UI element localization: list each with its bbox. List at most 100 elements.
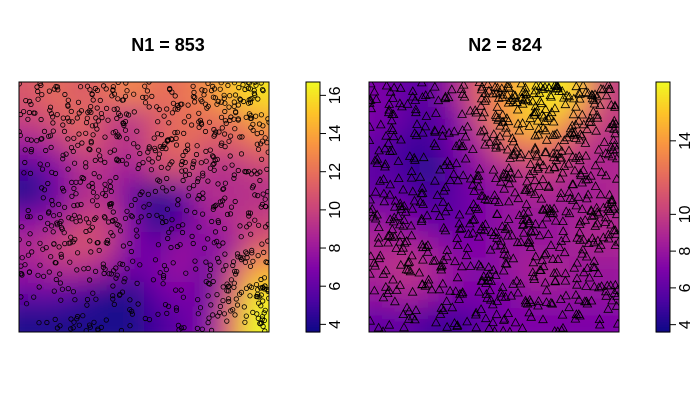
point-n2: [512, 104, 523, 114]
point-n2: [383, 137, 394, 147]
point-n2: [589, 262, 600, 272]
point-n2: [516, 82, 527, 88]
point-n1: [234, 268, 240, 275]
point-n1: [262, 283, 268, 289]
colorbar-strip: [656, 207, 670, 211]
point-n2: [438, 222, 449, 232]
point-n1: [122, 93, 129, 99]
point-n2: [498, 89, 508, 99]
point-n1: [193, 266, 199, 272]
point-n2: [530, 225, 540, 235]
point-n2: [471, 322, 482, 332]
point-n2: [369, 315, 376, 325]
point-n2: [607, 151, 618, 161]
heat-cell: [419, 82, 445, 83]
point-n1: [148, 167, 154, 173]
point-n1: [230, 259, 237, 265]
heat-cell: [194, 82, 220, 83]
colorbar-strip: [656, 82, 670, 86]
point-n1: [189, 233, 195, 239]
point-n1: [170, 185, 176, 192]
point-n1: [253, 113, 259, 119]
point-n2: [391, 242, 402, 252]
heat-cell: [69, 282, 95, 308]
colorbar-tick-label: 14: [677, 132, 694, 150]
point-n2: [572, 273, 582, 283]
point-n1: [245, 210, 252, 216]
colorbar-strip: [656, 224, 670, 228]
point-n1: [37, 262, 43, 268]
points-n2: [369, 82, 619, 332]
point-n2: [591, 202, 602, 212]
point-n2: [491, 135, 502, 145]
point-n1: [120, 261, 126, 267]
colorbar-strip: [656, 149, 670, 153]
point-n1: [70, 239, 76, 245]
heat-cell: [269, 82, 295, 108]
point-n1: [41, 187, 48, 193]
heat-cell: [369, 207, 370, 233]
point-n2: [456, 141, 467, 151]
colorbar-strip: [656, 174, 670, 178]
point-n1: [203, 259, 209, 265]
point-n2: [535, 156, 545, 166]
point-n1: [253, 281, 260, 288]
point-n1: [196, 124, 202, 130]
point-n1: [41, 128, 48, 134]
point-n1: [102, 134, 108, 140]
point-n1: [154, 212, 160, 218]
point-n2: [429, 82, 440, 91]
point-n2: [603, 233, 614, 243]
point-n1: [61, 188, 67, 194]
point-n2: [598, 84, 608, 94]
point-n2: [506, 326, 513, 332]
colorbar-strip: [656, 139, 670, 143]
point-n2: [584, 272, 595, 282]
point-n1: [222, 165, 228, 171]
point-n1: [169, 217, 175, 223]
colorbar-strip: [656, 87, 670, 91]
heat-cell: [569, 332, 595, 358]
point-n1: [231, 172, 237, 178]
point-n2: [469, 214, 480, 224]
heat-cell: [19, 232, 20, 258]
point-n1: [28, 146, 35, 153]
point-n1: [238, 289, 244, 295]
point-n2: [442, 321, 452, 331]
point-n1: [114, 115, 120, 122]
point-n2: [574, 89, 585, 98]
heat-cell: [19, 132, 45, 158]
point-n1: [225, 296, 232, 302]
point-n2: [369, 285, 380, 295]
point-n1: [125, 154, 131, 160]
point-n2: [503, 82, 514, 88]
point-n2: [410, 104, 421, 114]
colorbar-strip: [656, 167, 670, 171]
colorbar-strip: [306, 149, 320, 153]
point-n2: [465, 173, 476, 183]
point-n2: [518, 227, 529, 237]
point-n2: [491, 87, 502, 97]
point-n1: [216, 243, 222, 249]
point-n1: [222, 144, 228, 150]
point-n1: [90, 132, 96, 138]
point-n2: [488, 129, 499, 139]
colorbar-strip: [656, 282, 670, 286]
point-n1: [189, 122, 195, 128]
colorbar-strip: [306, 244, 320, 248]
point-n1: [25, 207, 31, 214]
point-n1: [56, 244, 62, 250]
point-n1: [210, 162, 216, 168]
point-n1: [242, 86, 248, 93]
point-n2: [603, 229, 614, 239]
point-n1: [107, 178, 113, 184]
point-n2: [430, 203, 441, 213]
point-n2: [588, 261, 599, 271]
colorbar-strip: [306, 102, 320, 106]
point-n1: [206, 315, 212, 321]
point-n2: [572, 257, 582, 267]
point-n1: [48, 254, 54, 260]
point-n1: [166, 120, 172, 126]
point-n2: [521, 89, 531, 98]
point-n2: [582, 263, 593, 272]
